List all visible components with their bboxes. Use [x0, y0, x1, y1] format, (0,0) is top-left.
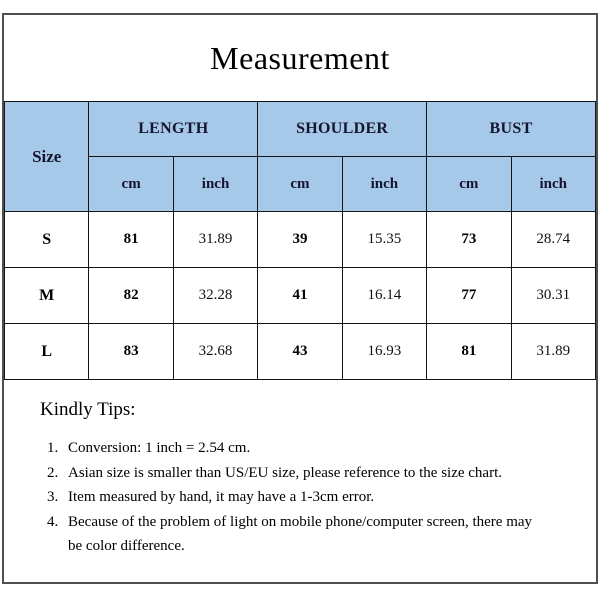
measurement-card: Measurement Size LENGTH SHOULDER BUST cm…: [2, 13, 598, 584]
bust-cm-value: 73: [426, 211, 512, 268]
bust-cm-value: 81: [426, 323, 512, 380]
size-chart-table: Size LENGTH SHOULDER BUST cm inch cm inc…: [4, 101, 596, 380]
tip-text: Item measured by hand, it may have a 1-3…: [68, 489, 375, 505]
table-header-group-row: Size LENGTH SHOULDER BUST: [4, 101, 596, 212]
bust-group-header: BUST: [426, 101, 596, 157]
tip-item-asian-size: Asian size is smaller than US/EU size, p…: [62, 461, 548, 486]
table-row-size-m: M 82 32.28 41 16.14 77 30.31: [4, 267, 596, 324]
length-cm-value: 81: [88, 211, 174, 268]
kindly-tips-section: Kindly Tips: Conversion: 1 inch = 2.54 c…: [4, 380, 596, 559]
bust-cm-header: cm: [426, 156, 512, 212]
shoulder-inch-value: 15.35: [341, 211, 428, 268]
tip-item-conversion: Conversion: 1 inch = 2.54 cm.: [62, 436, 548, 461]
length-inch-value: 32.68: [172, 323, 259, 380]
tips-list: Conversion: 1 inch = 2.54 cm. Asian size…: [40, 436, 548, 559]
tip-item-color-difference: Because of the problem of light on mobil…: [62, 510, 548, 559]
size-label: S: [4, 211, 90, 268]
tip-text: Because of the problem of light on mobil…: [68, 513, 533, 555]
shoulder-cm-value: 43: [257, 323, 343, 380]
bust-inch-value: 28.74: [510, 211, 596, 268]
shoulder-cm-value: 39: [257, 211, 343, 268]
tips-heading: Kindly Tips:: [40, 399, 136, 420]
shoulder-inch-value: 16.14: [341, 267, 428, 324]
tip-text: Asian size is smaller than US/EU size, p…: [68, 464, 502, 481]
length-inch-value: 31.89: [172, 211, 259, 268]
length-cm-value: 83: [88, 323, 174, 380]
length-cm-value: 82: [88, 267, 174, 324]
shoulder-cm-header: cm: [257, 156, 343, 212]
length-inch-value: 32.28: [172, 267, 259, 324]
size-label: L: [4, 323, 90, 380]
shoulder-inch-header: inch: [341, 156, 428, 212]
size-column-header: Size: [4, 101, 90, 212]
title-section: Measurement: [4, 15, 596, 101]
size-label: M: [4, 267, 90, 324]
table-header-unit-row: cm inch cm inch cm inch: [5, 156, 596, 212]
tip-text: Conversion: 1 inch = 2.54 cm.: [68, 440, 251, 456]
page-title: Measurement: [210, 39, 390, 76]
length-group-header: LENGTH: [88, 101, 259, 157]
shoulder-group-header: SHOULDER: [257, 101, 428, 157]
bust-inch-header: inch: [510, 156, 596, 212]
bust-inch-value: 30.31: [510, 267, 596, 324]
length-inch-header: inch: [172, 156, 259, 212]
shoulder-inch-value: 16.93: [341, 323, 428, 380]
table-row-size-l: L 83 32.68 43 16.93 81 31.89: [4, 323, 596, 380]
bust-inch-value: 31.89: [510, 323, 596, 380]
tip-item-measure-error: Item measured by hand, it may have a 1-3…: [62, 485, 548, 510]
bust-cm-value: 77: [426, 267, 512, 324]
shoulder-cm-value: 41: [257, 267, 343, 324]
table-row-size-s: S 81 31.89 39 15.35 73 28.74: [4, 211, 596, 268]
length-cm-header: cm: [88, 156, 174, 212]
